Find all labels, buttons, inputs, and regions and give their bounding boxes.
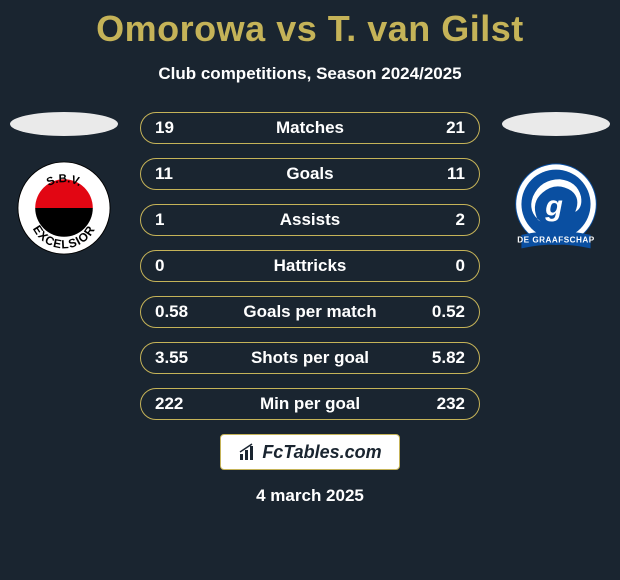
excelsior-badge-icon: S.B.V. EXCELSIOR xyxy=(16,160,112,256)
stat-label: Goals xyxy=(286,164,333,184)
fctables-label: FcTables.com xyxy=(262,442,381,463)
stat-value-left: 19 xyxy=(155,118,174,138)
stat-value-right: 5.82 xyxy=(432,348,465,368)
stats-table: 19Matches2111Goals111Assists20Hattricks0… xyxy=(140,112,480,420)
stat-row: 222 Min per goal 232 xyxy=(140,388,480,420)
stat-value-left: 3.55 xyxy=(155,348,188,368)
stat-label: Shots per goal xyxy=(251,348,369,368)
player-right-ellipse xyxy=(502,112,610,136)
stat-row: 19 Matches 21 xyxy=(140,112,480,144)
player-left-column: S.B.V. EXCELSIOR xyxy=(10,112,118,256)
stat-label: Matches xyxy=(276,118,344,138)
stat-label: Hattricks xyxy=(274,256,347,276)
player-left-ellipse xyxy=(10,112,118,136)
stat-label: Goals per match xyxy=(243,302,376,322)
svg-text:g: g xyxy=(544,191,563,223)
stat-label: Assists xyxy=(280,210,340,230)
stat-row: 1 Assists 2 xyxy=(140,204,480,236)
stat-row: 0 Hattricks 0 xyxy=(140,250,480,282)
graafschap-badge-icon: g DE GRAAFSCHAP xyxy=(508,160,604,256)
stat-value-right: 2 xyxy=(456,210,465,230)
player-right-column: g DE GRAAFSCHAP xyxy=(502,112,610,256)
stat-value-right: 0.52 xyxy=(432,302,465,322)
stat-value-right: 232 xyxy=(437,394,465,414)
svg-text:DE GRAAFSCHAP: DE GRAAFSCHAP xyxy=(517,236,594,245)
stat-value-left: 0 xyxy=(155,256,164,276)
chart-bars-icon xyxy=(238,442,258,462)
stat-value-left: 11 xyxy=(155,164,173,184)
stat-value-right: 11 xyxy=(447,164,465,184)
stat-row: 0.58 Goals per match 0.52 xyxy=(140,296,480,328)
club-logo-right: g DE GRAAFSCHAP xyxy=(508,160,604,256)
comparison-title: Omorowa vs T. van Gilst xyxy=(0,0,620,50)
main-content: S.B.V. EXCELSIOR g DE GRAAFSCHAP 19 Match… xyxy=(0,112,620,506)
stat-value-right: 0 xyxy=(456,256,465,276)
stat-value-left: 1 xyxy=(155,210,164,230)
fctables-badge: FcTables.com xyxy=(220,434,400,470)
stat-value-left: 222 xyxy=(155,394,183,414)
stat-row: 11 Goals 11 xyxy=(140,158,480,190)
stat-value-right: 21 xyxy=(446,118,465,138)
comparison-date: 4 march 2025 xyxy=(0,486,620,506)
stat-value-left: 0.58 xyxy=(155,302,188,322)
season-subtitle: Club competitions, Season 2024/2025 xyxy=(0,64,620,84)
stat-row: 3.55 Shots per goal 5.82 xyxy=(140,342,480,374)
stat-label: Min per goal xyxy=(260,394,360,414)
club-logo-left: S.B.V. EXCELSIOR xyxy=(16,160,112,256)
